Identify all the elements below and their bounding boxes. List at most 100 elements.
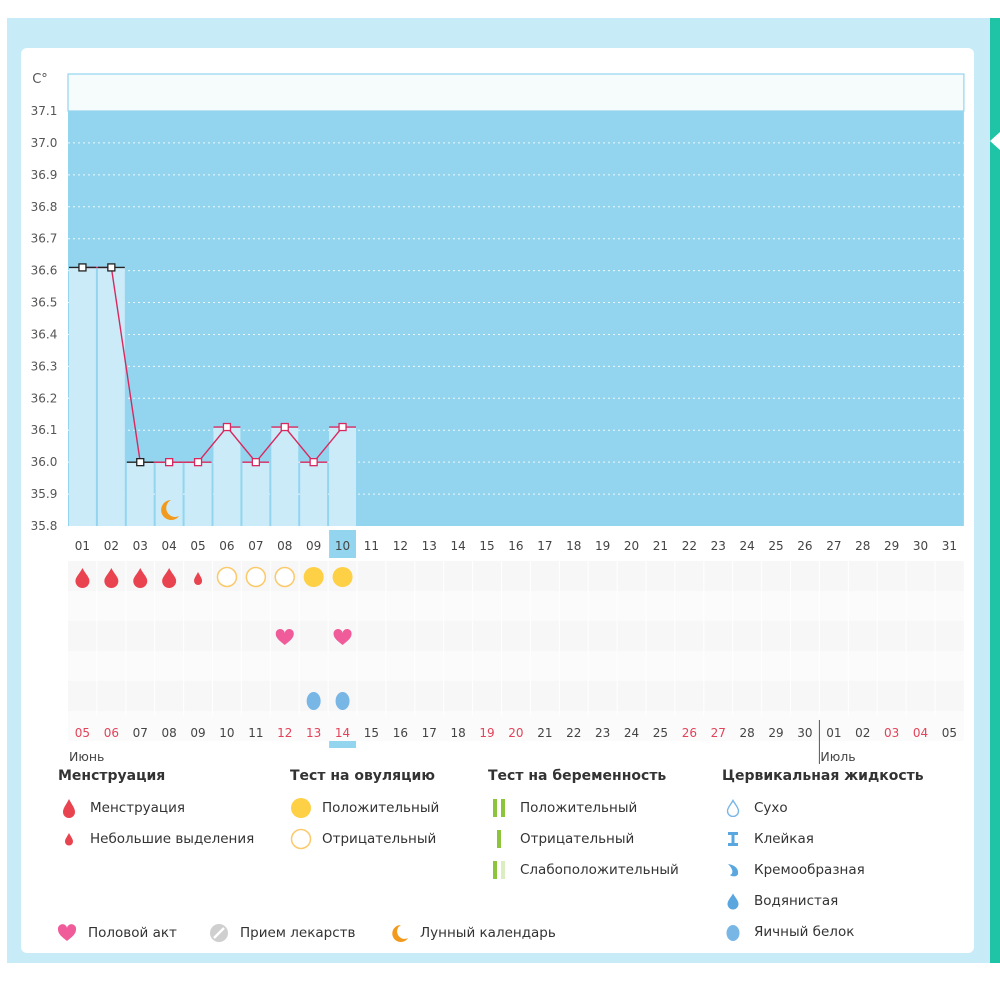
two-bars-icon xyxy=(488,797,510,819)
cycle-day-label: 08 xyxy=(277,539,292,553)
circle-filled-icon xyxy=(290,797,312,819)
month-label: Июль xyxy=(820,749,855,764)
legend-label: Небольшие выделения xyxy=(90,830,255,847)
legend-item: Положительный xyxy=(488,792,679,823)
date-label: 05 xyxy=(75,726,90,740)
y-tick-label: 35.9 xyxy=(31,487,58,501)
legend-bottom-intercourse: Половой акт xyxy=(56,922,177,944)
legend-pregnancy: Тест на беременность Положительный Отриц… xyxy=(488,768,679,885)
date-label: 28 xyxy=(740,726,755,740)
legend-bottom-moon: Лунный календарь xyxy=(388,922,556,944)
date-label: 02 xyxy=(855,726,870,740)
cycle-day-label: 14 xyxy=(451,539,466,553)
date-label: 29 xyxy=(768,726,783,740)
faint-bars-icon xyxy=(488,859,510,881)
intercourse-marker xyxy=(275,628,294,645)
y-tick-label: 36.2 xyxy=(31,391,58,405)
legend-label: Положительный xyxy=(322,799,440,816)
y-tick-label: 36.9 xyxy=(31,168,58,182)
temperature-column xyxy=(300,462,328,526)
legend-item: Кремообразная xyxy=(722,854,924,885)
symbol-grid-row xyxy=(68,591,964,621)
legend-label: Отрицательный xyxy=(520,830,635,847)
legend-label: Яичный белок xyxy=(754,923,855,940)
date-label: 13 xyxy=(306,726,321,740)
date-label: 14 xyxy=(335,726,350,740)
cycle-day-label: 09 xyxy=(306,539,321,553)
date-label: 16 xyxy=(393,726,408,740)
cycle-day-label: 27 xyxy=(826,539,841,553)
legend-menstruation: Менструация Менструация Небольшие выделе… xyxy=(58,768,254,854)
cycle-day-label: 17 xyxy=(537,539,552,553)
one-bar-icon xyxy=(488,828,510,850)
cycle-day-label: 18 xyxy=(566,539,581,553)
date-label: 11 xyxy=(248,726,263,740)
date-label: 06 xyxy=(104,726,119,740)
legend-item: Водянистая xyxy=(722,885,924,916)
y-tick-label: 37.0 xyxy=(31,136,58,150)
y-tick-label: 37.1 xyxy=(31,104,58,118)
legend-label: Менструация xyxy=(90,799,185,816)
legend-item: Менструация xyxy=(58,792,254,823)
cycle-day-label: 22 xyxy=(682,539,697,553)
date-label: 01 xyxy=(826,726,841,740)
legend-label: Сухо xyxy=(754,799,788,816)
legend-bottom-medication: Прием лекарств xyxy=(208,922,355,944)
date-label: 30 xyxy=(797,726,812,740)
date-label: 26 xyxy=(682,726,697,740)
cycle-day-label: 04 xyxy=(162,539,177,553)
legend-cervical: Цервикальная жидкость Сухо Клейкая Кремо… xyxy=(722,768,924,947)
temperature-column xyxy=(126,462,154,526)
y-tick-label: 36.1 xyxy=(31,423,58,437)
cycle-day-label: 11 xyxy=(364,539,379,553)
date-label: 19 xyxy=(479,726,494,740)
legend-label: Кремообразная xyxy=(754,861,865,878)
cycle-day-label: 23 xyxy=(711,539,726,553)
cycle-day-label: 24 xyxy=(740,539,755,553)
date-label: 10 xyxy=(219,726,234,740)
cycle-day-label: 19 xyxy=(595,539,610,553)
ovulation-positive-marker xyxy=(332,567,353,587)
symbol-grid-row xyxy=(68,621,964,651)
y-tick-label: 36.0 xyxy=(31,455,58,469)
menstruation-marker xyxy=(75,568,90,588)
cycle-day-label: 26 xyxy=(797,539,812,553)
cycle-day-label: 05 xyxy=(190,539,205,553)
legend-label: Положительный xyxy=(520,799,638,816)
temperature-point xyxy=(280,422,289,432)
date-label: 22 xyxy=(566,726,581,740)
date-label: 08 xyxy=(162,726,177,740)
temperature-column xyxy=(271,427,299,526)
temperature-point xyxy=(309,458,318,467)
drop-small-icon xyxy=(58,828,80,850)
circle-outline-icon xyxy=(290,828,312,850)
legend-pregnancy-title: Тест на беременность xyxy=(488,768,667,784)
y-tick-label: 36.5 xyxy=(31,296,58,310)
ovulation-negative-marker xyxy=(274,566,295,588)
date-label: 21 xyxy=(537,726,552,740)
date-label: 03 xyxy=(884,726,899,740)
symbol-grid-row xyxy=(68,651,964,681)
ovulation-positive-marker xyxy=(303,567,324,587)
creamy-icon xyxy=(722,859,744,881)
cycle-day-label: 02 xyxy=(104,539,119,553)
date-label: 24 xyxy=(624,726,639,740)
date-label: 04 xyxy=(913,726,928,740)
temperature-point xyxy=(251,458,261,467)
legend-label: Лунный календарь xyxy=(420,925,556,941)
date-label: 23 xyxy=(595,726,610,740)
temperature-point xyxy=(78,263,87,272)
temperature-point xyxy=(193,458,203,467)
legend-item: Яичный белок xyxy=(722,916,924,947)
legend-ovulation: Тест на овуляцию Положительный Отрицател… xyxy=(290,768,439,854)
y-tick-label: 35.8 xyxy=(31,519,58,533)
y-tick-label: 36.7 xyxy=(31,232,58,246)
y-tick-label: 36.8 xyxy=(31,200,58,214)
legend-label: Отрицательный xyxy=(322,830,437,847)
egg-white-marker xyxy=(335,692,350,710)
temperature-column xyxy=(69,267,96,526)
date-label: 12 xyxy=(277,726,292,740)
cycle-day-label: 21 xyxy=(653,539,668,553)
cycle-day-label: 16 xyxy=(508,539,523,553)
